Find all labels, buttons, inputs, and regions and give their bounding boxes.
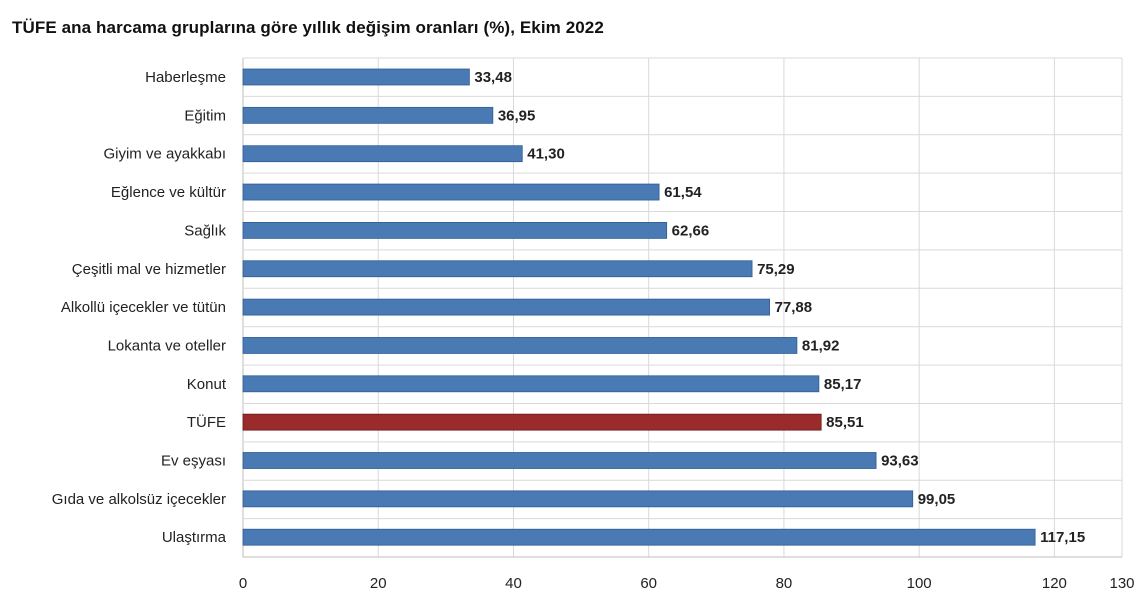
bar <box>242 106 494 124</box>
bar-layer <box>242 68 1036 546</box>
value-label: 41,30 <box>527 146 565 163</box>
value-label: 85,17 <box>824 376 862 393</box>
value-label: 99,05 <box>918 491 956 508</box>
bar <box>242 183 660 201</box>
category-label: Alkollü içecekler ve tütün <box>61 299 226 316</box>
value-label: 33,48 <box>474 69 512 86</box>
x-tick-label: 60 <box>640 575 657 592</box>
bar <box>242 490 914 508</box>
x-tick-label: 120 <box>1042 575 1067 592</box>
bar <box>242 145 523 163</box>
category-label: TÜFE <box>187 413 226 431</box>
value-label: 85,51 <box>826 414 864 431</box>
value-label: 61,54 <box>664 184 702 201</box>
category-label: Eğitim <box>184 107 226 124</box>
bar <box>242 298 770 316</box>
value-label: 36,95 <box>498 107 536 124</box>
category-label: Çeşitli mal ve hizmetler <box>72 261 226 278</box>
value-label: 93,63 <box>881 453 919 470</box>
bar <box>242 260 753 278</box>
bar <box>242 221 668 239</box>
bar <box>242 375 820 393</box>
bar-highlight <box>242 413 822 431</box>
value-label: 62,66 <box>672 222 710 239</box>
bar <box>242 452 877 469</box>
category-label: Eğlence ve kültür <box>111 184 226 201</box>
chart-title: TÜFE ana harcama gruplarına göre yıllık … <box>12 18 604 37</box>
tick-label-layer: 0 20 40 60 80 100 120 130 <box>239 575 1135 592</box>
x-tick-label: 130 <box>1109 575 1134 592</box>
x-tick-label: 100 <box>907 575 932 592</box>
x-tick-label: 20 <box>370 575 387 592</box>
value-label: 117,15 <box>1040 529 1085 546</box>
x-tick-label: 40 <box>505 575 522 592</box>
bar <box>242 528 1036 546</box>
value-label-layer: 33,48 36,95 41,30 61,54 62,66 75,29 77,88 81,92… <box>474 69 1085 546</box>
category-label: Sağlık <box>184 222 226 239</box>
value-label: 77,88 <box>775 299 813 316</box>
category-label: Giyim ve ayakkabı <box>103 146 226 163</box>
bar <box>242 337 798 354</box>
value-label: 75,29 <box>757 261 795 278</box>
category-label: Haberleşme <box>145 69 226 86</box>
category-label: Gıda ve alkolsüz içecekler <box>52 491 226 508</box>
value-label: 81,92 <box>802 337 840 354</box>
category-label: Ulaştırma <box>162 529 227 546</box>
x-tick-label: 0 <box>239 575 247 592</box>
x-tick-label: 80 <box>776 575 793 592</box>
category-label-layer: Haberleşme Eğitim Giyim ve ayakkabı Eğlence… <box>52 69 227 546</box>
category-label: Konut <box>187 376 227 393</box>
category-label: Ev eşyası <box>161 453 226 470</box>
category-label: Lokanta ve oteller <box>108 337 226 354</box>
bar <box>242 68 470 86</box>
